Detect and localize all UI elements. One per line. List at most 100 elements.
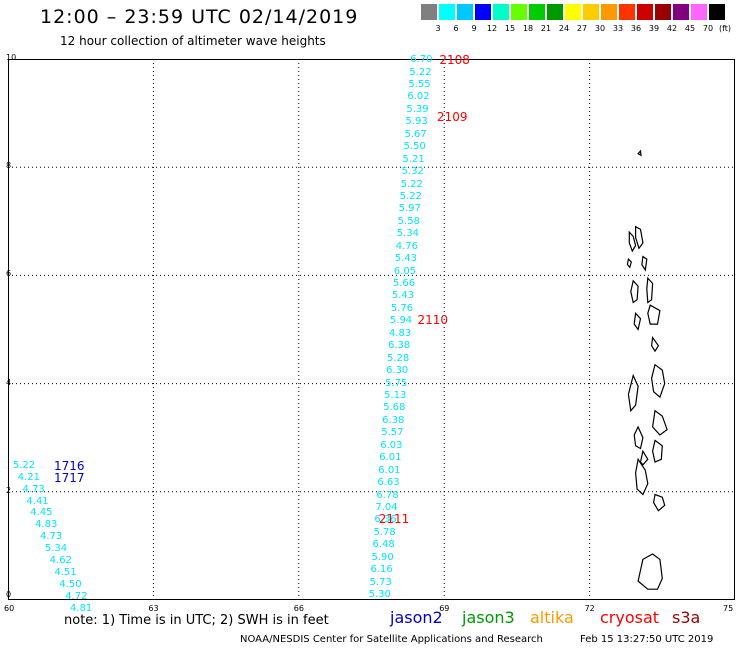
legend-jason2: jason2 <box>390 608 443 627</box>
wave-height-reading: 4.21 <box>17 471 40 483</box>
wave-height-reading: 5.57 <box>381 427 404 439</box>
map-frame <box>8 59 735 600</box>
island-outline <box>628 230 637 253</box>
footnote: note: 1) Time is in UTC; 2) SWH is in fe… <box>64 613 329 628</box>
scale-label: 42 <box>666 24 678 33</box>
scale-label: 12 <box>486 24 498 33</box>
island-outline <box>639 449 649 466</box>
scale-swatch <box>655 4 671 20</box>
wave-height-reading: 4.45 <box>30 507 53 519</box>
wave-height-reading: 5.68 <box>383 402 406 414</box>
scale-swatch <box>439 4 455 20</box>
scale-label: 21 <box>540 24 552 33</box>
scale-swatch <box>457 4 473 20</box>
wave-height-reading: 5.43 <box>391 290 415 302</box>
island-outline <box>647 304 661 325</box>
pass-time-label: 2110 <box>417 312 449 327</box>
scale-label: 36 <box>630 24 642 33</box>
wave-height-reading: 5.22 <box>409 66 432 78</box>
wave-height-reading: 5.39 <box>406 103 429 115</box>
y-tick-label: 4 <box>6 377 12 387</box>
wave-height-reading: 6.16 <box>370 564 393 576</box>
wave-height-reading: 5.22 <box>399 190 422 202</box>
wave-height-reading: 5.97 <box>398 203 421 215</box>
wave-height-reading: 4.73 <box>22 483 45 495</box>
wave-height-reading: 5.90 <box>371 551 394 563</box>
wave-height-reading: 5.93 <box>405 116 428 128</box>
scale-swatch <box>583 4 599 20</box>
scale-label: 33 <box>612 24 624 33</box>
wave-height-reading: 4.51 <box>54 566 77 578</box>
wave-height-reading: 6.48 <box>372 539 395 551</box>
wave-height-reading: 5.75 <box>385 377 408 389</box>
island-outline <box>651 439 663 463</box>
x-tick-label: 75 <box>723 604 734 613</box>
wave-height-reading: 5.22 <box>400 178 423 190</box>
map-canvas <box>8 59 735 600</box>
chart-title: 12:00 – 23:59 UTC 02/14/2019 <box>40 6 359 28</box>
wave-height-reading: 5.76 <box>390 302 414 314</box>
y-tick-label: 6 <box>6 269 12 279</box>
x-tick-label: 60 <box>4 604 15 613</box>
scale-label: 27 <box>576 24 588 33</box>
wave-height-reading: 5.67 <box>404 128 427 140</box>
wave-height-reading: 6.36 <box>374 514 397 526</box>
legend-jason3: jason3 <box>462 608 515 627</box>
wave-height-reading: 5.94 <box>389 315 413 327</box>
island-outline <box>637 149 642 157</box>
wave-height-reading: 5.66 <box>392 278 416 290</box>
pass-time-label: 1716 <box>54 458 85 473</box>
island-outline <box>651 409 668 436</box>
generation-timestamp: Feb 15 13:27:50 UTC 2019 <box>580 634 714 645</box>
scale-swatch <box>709 4 725 20</box>
wave-height-reading: 4.83 <box>388 327 412 339</box>
island-outline <box>646 276 654 304</box>
wave-height-reading: 4.41 <box>26 495 49 507</box>
y-tick-label: 10 <box>6 53 17 62</box>
pass-time-label: 2108 <box>439 53 470 68</box>
x-tick-label: 69 <box>439 604 450 613</box>
wave-height-reading: 5.78 <box>373 526 396 538</box>
wave-height-reading: 5.21 <box>402 153 425 165</box>
scale-swatch <box>493 4 509 20</box>
scale-swatch <box>673 4 689 20</box>
scale-swatch <box>601 4 617 20</box>
wave-height-reading: 4.62 <box>49 555 72 567</box>
island-outline <box>626 258 632 269</box>
island-outline <box>627 373 639 413</box>
scale-label: 3 <box>435 24 441 33</box>
wave-height-reading: 5.55 <box>408 78 431 90</box>
scale-swatch <box>421 4 437 20</box>
scale-label: 6 <box>453 24 459 33</box>
scale-label: 15 <box>504 24 516 33</box>
credit-line: NOAA/NESDIS Center for Satellite Applica… <box>240 634 543 645</box>
wave-height-reading: 5.34 <box>44 543 68 555</box>
wave-height-reading: 5.73 <box>369 576 392 588</box>
island-outline <box>634 457 649 496</box>
island-outline <box>650 363 666 399</box>
wave-height-reading: 4.83 <box>35 519 58 531</box>
wave-height-reading: 6.70 <box>410 54 433 66</box>
y-tick-label: 8 <box>6 161 12 171</box>
wave-height-reading: 6.03 <box>380 439 403 451</box>
scale-label: 9 <box>471 24 477 33</box>
island-outline <box>652 493 666 512</box>
wave-height-reading: 4.72 <box>65 590 88 602</box>
scale-label: 70 <box>702 24 714 33</box>
wave-height-reading: 6.01 <box>378 464 401 476</box>
scale-swatch <box>565 4 581 20</box>
scale-label: 45 <box>684 24 696 33</box>
wave-height-reading: 4.73 <box>39 531 63 543</box>
wave-height-reading: 7.04 <box>375 502 398 514</box>
wave-height-reading: 6.78 <box>376 489 399 501</box>
scale-unit: (ft) <box>718 24 732 33</box>
scale-swatch <box>691 4 707 20</box>
y-tick-label: 0 <box>6 590 12 599</box>
wave-height-reading: 5.58 <box>397 215 420 227</box>
wave-height-reading: 6.05 <box>393 265 417 277</box>
scale-swatch <box>619 4 635 20</box>
wave-height-reading: 6.38 <box>387 340 411 352</box>
scale-swatch <box>547 4 563 20</box>
map-panel <box>8 59 735 600</box>
wave-height-reading: 5.22 <box>12 459 36 471</box>
